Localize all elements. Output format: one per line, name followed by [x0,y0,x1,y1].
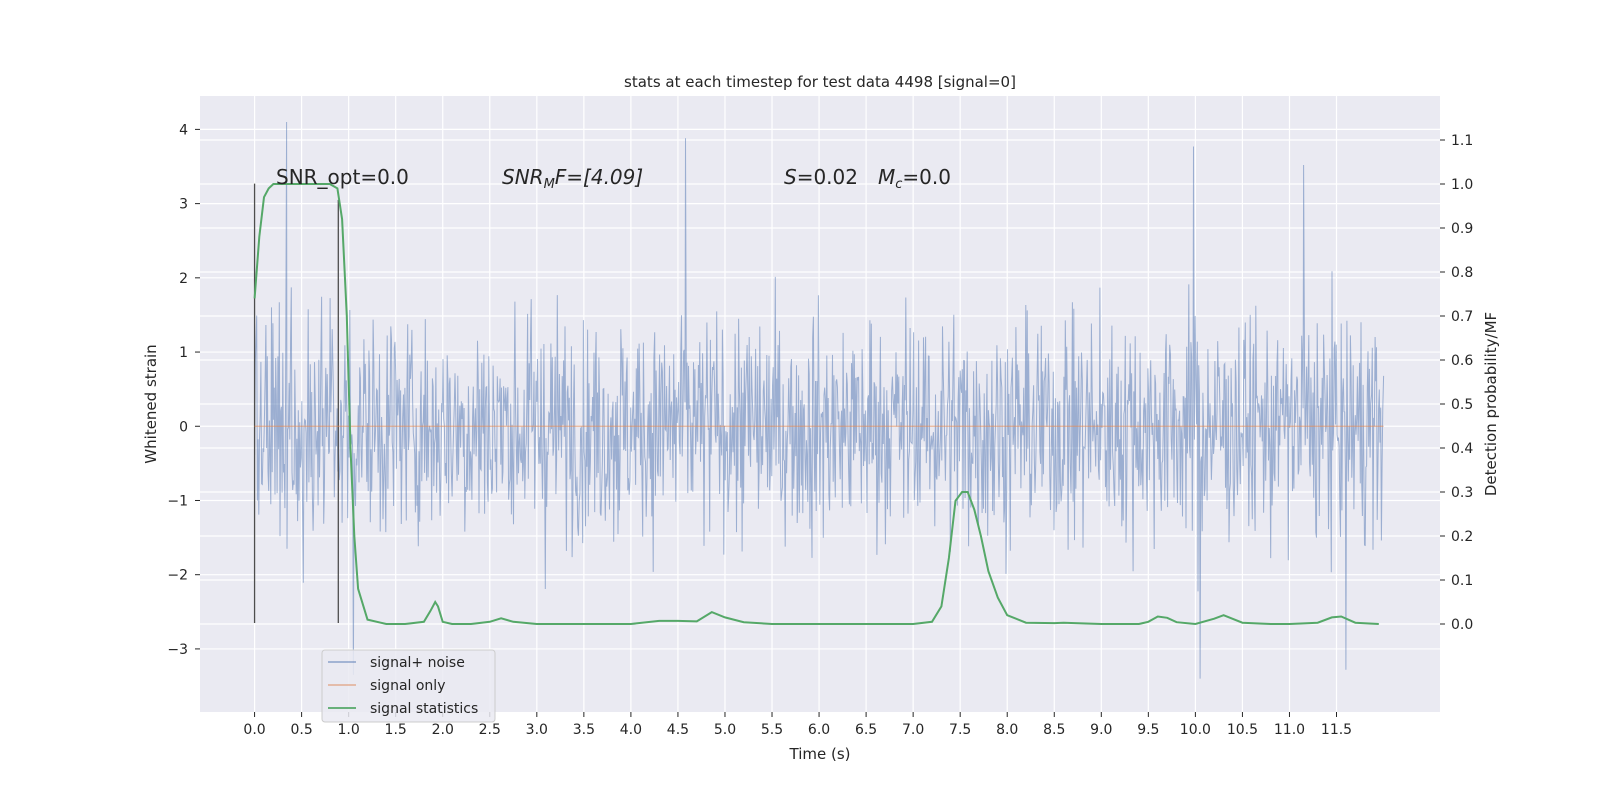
x-tick-label: 1.5 [385,722,407,738]
y-tick-label: 3 [179,197,188,213]
x-tick-label: 0.5 [290,722,312,738]
chart-title: stats at each timestep for test data 449… [624,73,1016,91]
y-right-tick-label: 0.5 [1451,397,1473,413]
legend-label-signal-statistics: signal statistics [370,701,478,717]
y-tick-label: −2 [167,568,188,584]
x-tick-label: 1.0 [338,722,360,738]
x-tick-label: 8.5 [1043,722,1065,738]
y-right-tick-label: 0.4 [1451,441,1473,457]
y-tick-label: 4 [179,122,188,138]
x-tick-label: 5.0 [714,722,736,738]
x-tick-label: 10.5 [1227,722,1258,738]
y-tick-label: 0 [179,419,188,435]
x-tick-label: 2.5 [479,722,501,738]
y-right-tick-label: 1.1 [1451,133,1473,149]
annotation-mc: Mc=0.0 [878,165,951,192]
y-right-tick-label: 0.2 [1451,529,1473,545]
x-tick-label: 3.5 [573,722,595,738]
y-right-tick-label: 0.9 [1451,221,1473,237]
x-tick-label: 6.0 [808,722,830,738]
annotation-snr-opt: SNR_opt=0.0 [276,165,409,189]
series-signal-statistics [253,183,1379,626]
signal-noise-line [254,121,1385,679]
x-tick-label: 8.0 [996,722,1018,738]
x-tick-label: 3.0 [526,722,548,738]
x-tick-label: 7.0 [902,722,924,738]
x-tick-label: 10.0 [1180,722,1211,738]
x-tick-label: 9.0 [1090,722,1112,738]
y-axis-right-label: Detection probability/MF [1482,312,1500,496]
series-signal-noise [254,121,1385,679]
legend: signal+ noise signal only signal statist… [321,649,496,723]
annotation-snr-mf: SNRMF=[4.09] [502,165,643,192]
x-axis-ticks: 0.0 0.5 1.0 1.5 2.0 2.5 3.0 3.5 4.0 4.5 5.0 5.5 6.0 6… [243,712,1352,738]
legend-label-signal-noise: signal+ noise [370,655,465,671]
legend-box [321,649,496,723]
x-tick-label: 11.5 [1321,722,1352,738]
x-tick-label: 2.0 [432,722,454,738]
y-right-tick-label: 1.0 [1451,177,1473,193]
x-tick-label: 6.5 [855,722,877,738]
legend-label-signal-only: signal only [370,678,445,694]
y-axis-ticks: 4 3 2 1 0 −1 −2 −3 [167,122,200,658]
x-tick-label: 5.5 [761,722,783,738]
y-right-tick-label: 0.0 [1451,617,1473,633]
x-tick-label: 9.5 [1137,722,1159,738]
x-tick-label: 11.0 [1274,722,1305,738]
x-tick-label: 0.0 [243,722,265,738]
y-tick-label: −1 [167,493,188,509]
y-tick-label: −3 [167,642,188,658]
y-right-tick-label: 0.1 [1451,573,1473,589]
annotation-s: S=0.02 [784,165,858,189]
y-axis-right-ticks: 1.1 1.0 0.9 0.8 0.7 0.6 0.5 0.4 0.3 0.2 0.1 0.0 [1440,133,1473,633]
y-right-tick-label: 0.3 [1451,485,1473,501]
signal-statistics-line [253,183,1379,626]
y-tick-label: 2 [179,271,188,287]
x-tick-label: 7.5 [949,722,971,738]
x-tick-label: 4.0 [620,722,642,738]
y-right-tick-label: 0.7 [1451,309,1473,325]
vertical-markers [253,183,339,623]
x-axis-label: Time (s) [789,745,851,763]
x-tick-label: 4.5 [667,722,689,738]
y-tick-label: 1 [179,345,188,361]
y-axis-label: Whitened strain [142,344,160,463]
y-right-tick-label: 0.6 [1451,353,1473,369]
y-right-tick-label: 0.8 [1451,265,1473,281]
